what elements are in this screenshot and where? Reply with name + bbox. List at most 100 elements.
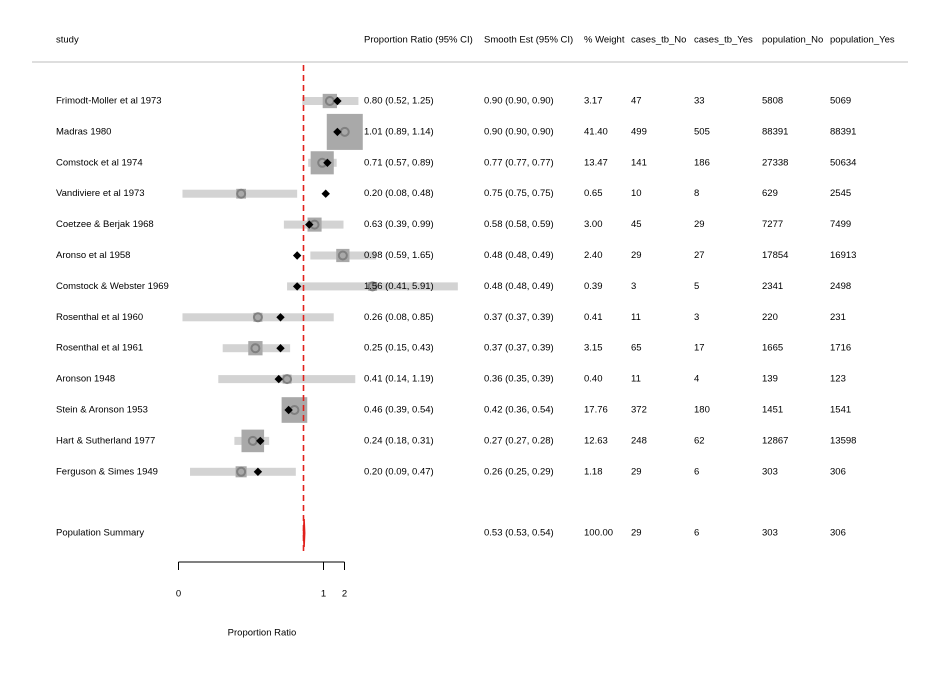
cell-smooth-text: 0.58 (0.58, 0.59) bbox=[484, 219, 554, 230]
weight-box bbox=[253, 312, 263, 322]
cell-cases-tb-No: 141 bbox=[631, 157, 647, 168]
header-cases-tb-no: cases_tb_No bbox=[631, 35, 686, 46]
cell-smooth-text: 0.37 (0.37, 0.39) bbox=[484, 312, 554, 323]
cell-smooth-text: 0.75 (0.75, 0.75) bbox=[484, 188, 554, 199]
cell-weight: 0.39 bbox=[584, 281, 603, 292]
cell-weight: 41.40 bbox=[584, 126, 608, 137]
cell-cases-tb-No: 65 bbox=[631, 343, 642, 354]
cell-smooth-text: 0.42 (0.36, 0.54) bbox=[484, 405, 554, 416]
cell-cases-tb-Yes: 505 bbox=[694, 126, 710, 137]
cell-cases-tb-No: 45 bbox=[631, 219, 642, 230]
cell-smooth-text: 0.90 (0.90, 0.90) bbox=[484, 96, 554, 107]
cell-cases-tb-No: 10 bbox=[631, 188, 642, 199]
cell-ci-text: 0.98 (0.59, 1.65) bbox=[364, 250, 434, 261]
cell-weight: 2.40 bbox=[584, 250, 603, 261]
point-estimate bbox=[252, 312, 263, 323]
cell-cases-tb-No: 499 bbox=[631, 126, 647, 137]
cell-ci-text: 0.41 (0.14, 1.19) bbox=[364, 374, 434, 385]
cell-population-No: 7277 bbox=[762, 219, 783, 230]
point-estimate bbox=[282, 374, 293, 385]
cell-population-Yes: 231 bbox=[830, 312, 846, 323]
cell-weight: 3.17 bbox=[584, 96, 603, 107]
summary-diamond bbox=[302, 518, 306, 548]
x-axis-title: Proportion Ratio bbox=[228, 628, 297, 639]
summary-weight: 100.00 bbox=[584, 528, 613, 539]
header-population-yes: population_Yes bbox=[830, 35, 895, 46]
summary-cases-tb-No: 29 bbox=[631, 528, 642, 539]
cell-ci-text: 0.80 (0.52, 1.25) bbox=[364, 96, 434, 107]
smooth-estimate-marker bbox=[276, 313, 285, 322]
cell-ci-text: 1.01 (0.89, 1.14) bbox=[364, 126, 434, 137]
cell-cases-tb-No: 372 bbox=[631, 405, 647, 416]
x-axis: 0 1 2 Proportion Ratio bbox=[176, 561, 347, 639]
smooth-estimate-marker bbox=[305, 220, 314, 229]
cell-cases-tb-Yes: 62 bbox=[694, 435, 705, 446]
x-tick-label: 2 bbox=[342, 589, 347, 600]
cell-cases-tb-Yes: 180 bbox=[694, 405, 710, 416]
cell-cases-tb-Yes: 186 bbox=[694, 157, 710, 168]
smooth-estimate-marker bbox=[284, 405, 293, 415]
data-table: Frimodt-Moller et al 1973 0.80 (0.52, 1.2… bbox=[56, 96, 856, 539]
cell-population-No: 1665 bbox=[762, 343, 783, 354]
cell-cases-tb-No: 11 bbox=[631, 374, 641, 385]
cell-smooth-text: 0.36 (0.35, 0.39) bbox=[484, 374, 554, 385]
smooth-estimate-marker bbox=[276, 344, 285, 353]
header--weight: % Weight bbox=[584, 35, 625, 46]
cell-study: Stein & Aronson 1953 bbox=[56, 405, 148, 416]
weight-box bbox=[236, 188, 247, 199]
weight-box bbox=[235, 466, 247, 478]
cell-study: Aronson 1948 bbox=[56, 374, 115, 385]
cell-weight: 13.47 bbox=[584, 157, 608, 168]
cell-study: Ferguson & Simes 1949 bbox=[56, 466, 158, 477]
cell-population-No: 629 bbox=[762, 188, 778, 199]
cell-cases-tb-No: 29 bbox=[631, 250, 642, 261]
column-headers: study Proportion Ratio (95% CI) Smooth Est… bbox=[56, 35, 895, 46]
smooth-estimate-marker bbox=[256, 436, 265, 446]
cell-weight: 0.65 bbox=[584, 188, 603, 199]
header-population-no: population_No bbox=[762, 35, 823, 46]
weight-box bbox=[322, 93, 338, 109]
cell-cases-tb-Yes: 5 bbox=[694, 281, 699, 292]
smooth-estimate-marker bbox=[333, 96, 342, 106]
summary-smooth-text: 0.53 (0.53, 0.54) bbox=[484, 528, 554, 539]
cell-ci-text: 0.26 (0.08, 0.85) bbox=[364, 312, 434, 323]
weight-box bbox=[310, 151, 334, 175]
x-tick-label: 1 bbox=[321, 589, 326, 600]
plot-marks bbox=[182, 65, 458, 552]
cell-population-Yes: 123 bbox=[830, 374, 846, 385]
cell-smooth-text: 0.77 (0.77, 0.77) bbox=[484, 157, 554, 168]
cell-study: Rosenthal et al 1960 bbox=[56, 312, 143, 323]
cell-weight: 0.40 bbox=[584, 374, 603, 385]
cell-ci-text: 0.25 (0.15, 0.43) bbox=[364, 343, 434, 354]
summary-study: Population Summary bbox=[56, 528, 144, 539]
cell-population-No: 12867 bbox=[762, 435, 788, 446]
cell-cases-tb-Yes: 33 bbox=[694, 96, 705, 107]
cell-population-Yes: 1541 bbox=[830, 405, 851, 416]
cell-study: Aronso et al 1958 bbox=[56, 250, 130, 261]
cell-population-No: 27338 bbox=[762, 157, 788, 168]
point-estimate bbox=[236, 188, 247, 199]
header-proportion-ratio-95-ci: Proportion Ratio (95% CI) bbox=[364, 35, 473, 46]
cell-population-Yes: 2545 bbox=[830, 188, 851, 199]
smooth-estimate-marker bbox=[321, 189, 330, 198]
cell-study: Rosenthal et al 1961 bbox=[56, 343, 143, 354]
cell-population-No: 5808 bbox=[762, 96, 783, 107]
weight-box bbox=[368, 281, 378, 291]
cell-study: Madras 1980 bbox=[56, 126, 111, 137]
cell-smooth-text: 0.27 (0.27, 0.28) bbox=[484, 435, 554, 446]
cell-cases-tb-No: 29 bbox=[631, 466, 642, 477]
smooth-estimate-marker bbox=[274, 374, 283, 384]
cell-population-No: 1451 bbox=[762, 405, 783, 416]
cell-cases-tb-No: 11 bbox=[631, 312, 641, 323]
cell-ci-text: 0.20 (0.09, 0.47) bbox=[364, 466, 434, 477]
x-tick-label: 0 bbox=[176, 589, 181, 600]
summary-cases-tb-Yes: 6 bbox=[694, 528, 699, 539]
smooth-estimate-marker bbox=[323, 158, 332, 167]
cell-weight: 0.41 bbox=[584, 312, 603, 323]
cell-population-Yes: 306 bbox=[830, 466, 846, 477]
cell-population-Yes: 16913 bbox=[830, 250, 856, 261]
summary-population-Yes: 306 bbox=[830, 528, 846, 539]
cell-population-No: 17854 bbox=[762, 250, 788, 261]
weight-box bbox=[241, 429, 265, 453]
